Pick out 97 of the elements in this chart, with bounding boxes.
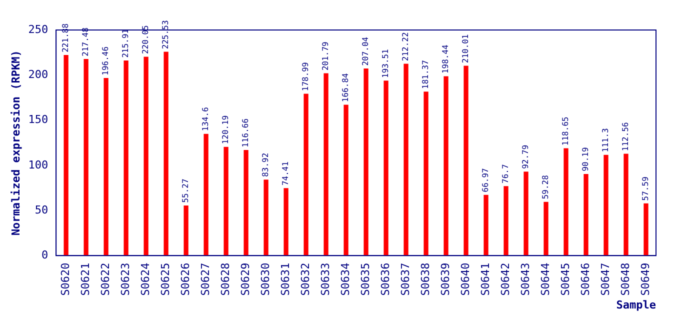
y-tick-label: 0 [41,248,48,262]
x-tick-label: S0642 [498,262,512,296]
data-label: 193.51 [381,48,390,78]
data-label: 212.22 [401,32,410,62]
x-tick-label: S0625 [158,262,172,296]
data-label: 83.92 [261,152,270,177]
data-label: 76.7 [501,164,510,184]
data-label: 207.04 [361,36,370,66]
x-tick-label: S0622 [98,262,112,296]
y-tick-label: 250 [28,22,48,36]
data-label: 120.19 [221,115,230,144]
data-label: 66.97 [481,168,490,192]
bar [304,94,308,256]
x-tick-label: S0634 [338,262,352,296]
data-label: 112.56 [621,122,630,152]
x-tick-label: S0648 [618,262,632,296]
bar [444,76,448,256]
x-tick-label: S0620 [58,262,72,296]
bar [104,78,108,256]
x-tick-label: S0626 [178,262,192,296]
data-label: 57.59 [641,176,650,201]
bar [544,202,548,256]
bar [264,180,268,256]
bar [64,55,68,256]
bar [164,52,168,256]
data-label: 59.28 [541,174,550,200]
data-label: 225.53 [161,20,170,50]
bar [524,172,528,256]
bar [384,80,388,256]
y-tick-label: 50 [34,203,48,216]
data-label: 217.48 [81,27,90,56]
x-tick-label: S0645 [558,262,572,296]
data-label: 210.01 [461,34,470,64]
data-label: 178.99 [301,62,310,92]
x-tick-label: S0646 [578,262,592,296]
y-tick-label: 100 [28,158,48,172]
x-tick-label: S0633 [318,262,332,296]
data-label: 196.46 [101,46,110,76]
data-label: 215.91 [121,28,130,58]
bar [624,154,628,256]
bar [564,148,568,256]
data-label: 92.79 [521,144,530,169]
x-tick-label: S0627 [198,262,212,296]
x-tick-label: S0647 [598,262,612,296]
bar [224,146,228,256]
x-tick-label: S0624 [138,262,152,296]
x-tick-label: S0649 [638,262,652,296]
data-label: 116.66 [241,118,250,148]
bar [644,203,648,256]
bar [184,205,188,256]
data-label: 134.6 [201,106,210,132]
data-label: 111.3 [601,128,610,152]
bar [604,154,608,256]
bar [344,104,348,256]
x-tick-label: S0628 [218,262,232,296]
bar [84,59,88,256]
data-label: 198.44 [441,44,450,74]
y-tick-label: 200 [28,68,48,81]
bar [484,194,488,256]
x-tick-label: S0641 [478,262,492,296]
x-tick-label: S0629 [238,262,252,296]
bar [284,188,288,256]
bar [144,56,148,256]
x-tick-label: S0623 [118,262,132,296]
bar [204,134,208,256]
x-tick-label: S0639 [438,262,452,296]
x-tick-label: S0631 [278,262,292,296]
bar [404,64,408,256]
data-label: 220.05 [141,24,150,54]
data-label: 201.79 [321,41,330,71]
x-tick-label: S0638 [418,262,432,296]
x-tick-label: S0635 [358,262,372,296]
bar [464,66,468,256]
data-label: 118.65 [561,116,570,146]
bar [504,186,508,256]
x-tick-label: S0637 [398,262,412,296]
x-axis-title: Sample [616,298,656,312]
data-label: 74.41 [281,161,290,186]
bar [124,60,128,256]
x-tick-label: S0630 [258,262,272,296]
x-tick-label: S0621 [78,262,92,296]
bar [584,174,588,256]
bar [244,150,248,256]
bar [424,92,428,256]
x-tick-label: S0640 [458,262,472,296]
y-axis-title: Normalized expression (RPKM) [9,50,22,236]
bar [364,68,368,256]
x-tick-label: S0636 [378,262,392,296]
data-label: 166.84 [341,72,350,102]
y-tick-label: 150 [28,113,48,126]
x-tick-label: S0643 [518,262,532,296]
x-tick-label: S0644 [538,262,552,296]
data-label: 181.37 [421,60,430,89]
bar [324,73,328,256]
x-tick-label: S0632 [298,262,312,296]
data-label: 90.19 [581,147,590,172]
data-label: 55.27 [181,178,190,203]
